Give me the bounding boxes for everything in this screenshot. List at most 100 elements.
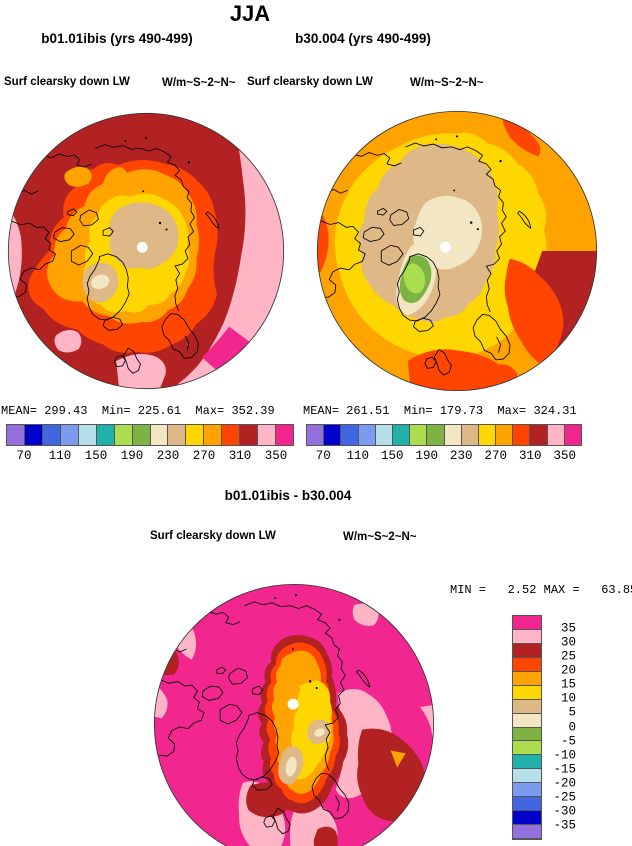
- colorbar-tick-label: 350: [264, 449, 288, 463]
- colorbar-tick-label: 230: [449, 449, 473, 463]
- colorbar-cell-cornflower: [358, 425, 376, 445]
- colorbar-cell-tan: [461, 425, 479, 445]
- colorbar-right: [306, 424, 582, 446]
- colorbar-cell-yellow: [478, 425, 497, 445]
- colorbar-cell-lightgreen: [410, 425, 428, 445]
- colorbar-tick-label: 110: [346, 449, 370, 463]
- polar-map-b30-004: [316, 110, 598, 392]
- polar-map-difference: [153, 583, 435, 846]
- colorbar-cell-tan: [168, 425, 187, 445]
- diff-colorbar-label: -20: [553, 776, 576, 791]
- colorbar-cell-royal: [341, 425, 359, 445]
- colorbar-tick-label: 310: [518, 449, 542, 463]
- diff-colorbar-label: 15: [560, 677, 576, 692]
- north-pole-marker: [440, 241, 452, 253]
- diff-stats: MIN = 2.52 MAX = 63.85: [450, 583, 632, 597]
- colorbar-tick-label: 270: [484, 449, 508, 463]
- colorbar-tick-label: 230: [156, 449, 180, 463]
- colorbar-cell-yellow: [186, 425, 205, 445]
- colorbar-cell-lightgreen: [114, 425, 133, 445]
- colorbar-cell-darkred: [240, 425, 259, 445]
- colorbar-tick-label: 270: [192, 449, 216, 463]
- season-title: JJA: [229, 1, 271, 26]
- colorbar-cell-darkred: [513, 643, 541, 658]
- colorbar-ticks-right: 70 110 150 190 230 270 310 350: [306, 449, 582, 465]
- colorbar-cell-pink: [258, 425, 277, 445]
- colorbar-cell-pink: [547, 425, 565, 445]
- field-label-left: Surf clearsky down LW: [4, 76, 130, 88]
- diff-colorbar-label: 5: [568, 705, 576, 720]
- colorbar-tick-label: 190: [120, 449, 144, 463]
- colorbar-ticks-left: 70 110 150 190 230 270 310 350: [6, 449, 294, 465]
- stats-left: MEAN= 299.43 Min= 225.61 Max= 352.39: [1, 404, 275, 418]
- colorbar-tick-label: 190: [415, 449, 439, 463]
- colorbar-cell-royal: [42, 425, 61, 445]
- diff-colorbar-label: -5: [560, 734, 576, 749]
- diff-field-label: Surf clearsky down LW: [150, 530, 276, 542]
- colorbar-tick-label: 110: [48, 449, 72, 463]
- colorbar-cell-tan: [513, 699, 541, 714]
- colorbar-cell-darkred: [530, 425, 548, 445]
- colorbar-cell-cornflower: [60, 425, 79, 445]
- diff-colorbar-label: 30: [560, 635, 576, 650]
- colorbar-cell-orange: [496, 425, 514, 445]
- colorbar-cell-palecyan: [513, 769, 541, 784]
- diff-colorbar-label: -30: [553, 804, 576, 819]
- north-pole-marker: [136, 241, 148, 253]
- colorbar-cell-orangered: [513, 425, 531, 445]
- colorbar-cell-teal: [96, 425, 115, 445]
- colorbar-cell-navy: [324, 425, 342, 445]
- colorbar-cell-green: [513, 727, 541, 742]
- north-pole-marker: [287, 698, 299, 710]
- colorbar-cell-green: [132, 425, 151, 445]
- colorbar-cell-teal: [392, 425, 411, 445]
- colorbar-cell-magenta: [276, 425, 293, 445]
- colorbar-cell-magenta: [513, 616, 541, 630]
- units-label-right: W/m~S~2~N~: [410, 77, 484, 89]
- diff-colorbar: [512, 615, 542, 840]
- colorbar-tick-label: 150: [84, 449, 108, 463]
- colorbar-cell-navy: [513, 811, 541, 826]
- polar-map-b01-01ibis: [7, 112, 285, 390]
- diff-colorbar-label: 0: [568, 719, 576, 734]
- colorbar-cell-magenta: [564, 425, 581, 445]
- colorbar-cell-orangered: [222, 425, 241, 445]
- colorbar-tick-label: 70: [16, 449, 32, 463]
- panel-title-left: b01.01ibis (yrs 490-499): [41, 31, 193, 46]
- colorbar-cell-palecyan: [375, 425, 393, 445]
- colorbar-cell-orange: [513, 671, 541, 686]
- diff-colorbar-label: 35: [560, 621, 576, 636]
- stats-right: MEAN= 261.51 Min= 179.73 Max= 324.31: [303, 404, 577, 418]
- diff-colorbar-label: 10: [560, 691, 576, 706]
- colorbar-tick-label: 150: [380, 449, 404, 463]
- colorbar-tick-label: 350: [553, 449, 577, 463]
- colorbar-cell-cream: [150, 425, 169, 445]
- diff-colorbar-label: -35: [553, 818, 576, 833]
- diff-colorbar-labels: 35 30 25 20 15 10 5 0 -5 -10 -15 -20 -25 -30 -35: [548, 615, 576, 840]
- diff-units-label: W/m~S~2~N~: [343, 531, 417, 543]
- colorbar-tick-label: 310: [228, 449, 252, 463]
- units-label-left: W/m~S~2~N~: [162, 77, 236, 89]
- colorbar-cell-cornflower: [513, 783, 541, 798]
- colorbar-cell-navy: [24, 425, 43, 445]
- field-label-right: Surf clearsky down LW: [247, 76, 373, 88]
- colorbar-cell-orangered: [513, 657, 541, 672]
- panel-title-right: b30.004 (yrs 490-499): [295, 31, 431, 46]
- colorbar-left: [6, 424, 294, 446]
- colorbar-cell-royal: [513, 797, 541, 812]
- diff-colorbar-label: 20: [560, 663, 576, 678]
- diff-colorbar-label: -25: [553, 790, 576, 805]
- colorbar-cell-green: [427, 425, 445, 445]
- colorbar-cell-yellow: [513, 685, 541, 700]
- diff-colorbar-label: 25: [560, 649, 576, 664]
- colorbar-tick-label: 70: [315, 449, 331, 463]
- colorbar-cell-purple: [513, 825, 541, 839]
- diff-colorbar-label: -15: [553, 762, 576, 777]
- colorbar-cell-palecyan: [78, 425, 97, 445]
- colorbar-cell-teal: [513, 755, 541, 770]
- colorbar-cell-cream: [513, 713, 541, 728]
- colorbar-cell-purple: [7, 425, 25, 445]
- colorbar-cell-cream: [444, 425, 462, 445]
